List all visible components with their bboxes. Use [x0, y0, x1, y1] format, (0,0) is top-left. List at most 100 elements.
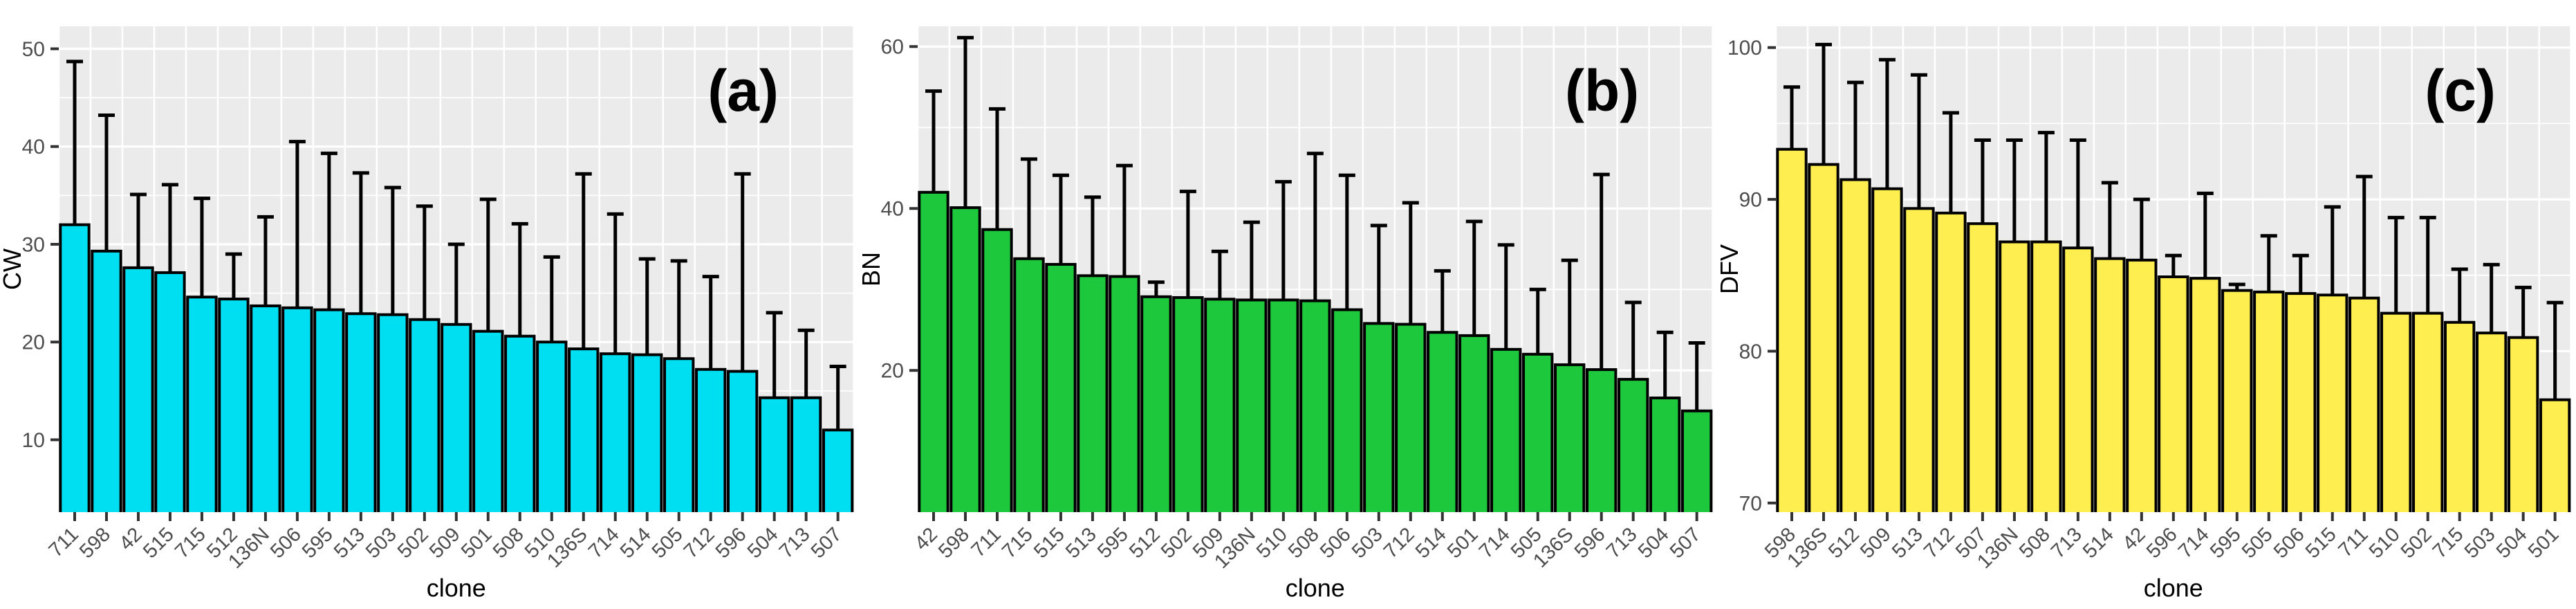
x-tick-label: 712	[680, 523, 719, 563]
x-tick-label: 714	[584, 523, 624, 563]
bar-598	[91, 249, 122, 512]
bars-group	[1776, 147, 2571, 512]
chart-panel-a: 10 20 30 40 50 711 598 42 515 715 512 136N 506 595 513…	[0, 0, 859, 609]
x-tick-label: 714	[1475, 523, 1514, 563]
bar-136N	[1235, 298, 1268, 512]
x-tick-label: 514	[1411, 523, 1451, 563]
bar-505	[1521, 352, 1554, 512]
bar-507	[1967, 222, 1999, 512]
bar-509	[441, 322, 472, 512]
x-tick-label: 515	[139, 523, 178, 563]
x-tick-label: 711	[967, 523, 1005, 561]
bar-508	[2030, 240, 2062, 512]
x-tick-label: 505	[648, 523, 687, 563]
bar-712	[695, 367, 727, 512]
x-tick-label: 715	[2429, 523, 2468, 563]
bar-595	[1108, 275, 1140, 512]
bar-512	[1840, 178, 1871, 512]
y-axis-title: DFV	[1717, 244, 1743, 294]
bar-514	[2094, 257, 2126, 512]
bar-509	[1203, 298, 1236, 512]
x-tick-label: 514	[616, 523, 656, 563]
x-tick-label: 712	[1380, 523, 1419, 563]
bar-515	[2317, 293, 2348, 512]
bar-502	[2412, 311, 2444, 512]
bar-510	[1267, 298, 1299, 512]
x-tick-label: 509	[425, 523, 465, 563]
bar-713	[1617, 378, 1649, 512]
bar-713	[790, 396, 822, 512]
y-tick-label: 40	[880, 198, 903, 221]
bar-136S	[1553, 363, 1586, 512]
x-tick-label: 515	[1030, 523, 1069, 563]
x-tick-label: 598	[75, 523, 115, 563]
y-axis: 70 80 90 100	[1727, 37, 1777, 515]
x-tick-label: 505	[2238, 523, 2277, 563]
bar-508	[504, 334, 536, 512]
bar-715	[2444, 320, 2476, 512]
bar-508	[1299, 299, 1331, 512]
bar-596	[727, 370, 759, 512]
bar-712	[1935, 211, 1967, 512]
bar-503	[377, 313, 409, 512]
x-tick-label: 595	[298, 523, 337, 563]
x-tick-label: 715	[171, 523, 210, 563]
x-axis-title: clone	[2144, 574, 2203, 602]
chart-panel-c: 70 80 90 100 598 136S 512 509 513 712 507 136N 508 71…	[1717, 0, 2576, 609]
bar-711	[981, 228, 1013, 512]
y-tick-label: 10	[22, 429, 45, 452]
x-tick-label: 508	[2015, 523, 2055, 563]
bar-712	[1394, 322, 1427, 512]
bar-136S	[1808, 163, 1840, 512]
panel-tag-annotation: (b)	[1565, 58, 1639, 123]
x-tick-label: 509	[1856, 523, 1896, 563]
x-tick-label: 510	[1252, 523, 1292, 563]
y-tick-label: 60	[880, 36, 903, 59]
y-tick-label: 80	[1739, 340, 1762, 363]
x-tick-label: 502	[393, 523, 433, 563]
bar-506	[2285, 292, 2317, 512]
bars-group	[59, 223, 854, 512]
gridlines	[57, 26, 855, 512]
bar-505	[663, 357, 695, 512]
bar-510	[2380, 311, 2412, 512]
x-tick-label: 598	[934, 523, 974, 563]
bar-515	[1044, 262, 1077, 512]
bar-136N	[250, 304, 281, 512]
x-tick-label: 504	[1633, 523, 1673, 563]
x-tick-label: 504	[2492, 523, 2532, 563]
y-axis-title: BN	[859, 252, 885, 287]
bar-598	[949, 206, 981, 512]
bar-515	[154, 271, 186, 512]
bar-595	[2221, 289, 2253, 512]
x-tick-label: 507	[1665, 523, 1705, 563]
x-tick-label: 596	[2142, 523, 2182, 563]
bar-504	[1649, 397, 1681, 512]
x-tick-label: 501	[2524, 523, 2564, 563]
bar-507	[822, 428, 854, 512]
x-tick-label: 713	[2047, 523, 2086, 563]
x-tick-label: 514	[2079, 523, 2118, 563]
error-bars-group	[1783, 42, 2564, 400]
x-tick-label: 508	[1284, 523, 1324, 563]
bar-506	[281, 306, 313, 512]
y-axis-title: CW	[0, 248, 26, 290]
x-tick-label: 502	[1157, 523, 1196, 563]
bar-512	[1140, 295, 1172, 512]
bar-711	[2348, 296, 2380, 512]
x-tick-label: 506	[266, 523, 306, 563]
x-tick-label: 513	[1062, 523, 1101, 563]
x-tick-label: 508	[489, 523, 528, 563]
bar-503	[1362, 322, 1395, 512]
x-tick-label: 596	[1570, 523, 1609, 563]
bar-714	[2189, 277, 2221, 512]
x-tick-label: 713	[775, 523, 815, 563]
x-tick-label: 501	[457, 523, 497, 563]
y-tick-label: 20	[22, 331, 45, 354]
y-tick-label: 70	[1739, 492, 1762, 515]
y-tick-label: 90	[1739, 189, 1762, 212]
bar-501	[1458, 334, 1490, 512]
y-tick-label: 30	[22, 233, 45, 256]
y-tick-label: 50	[22, 38, 45, 61]
